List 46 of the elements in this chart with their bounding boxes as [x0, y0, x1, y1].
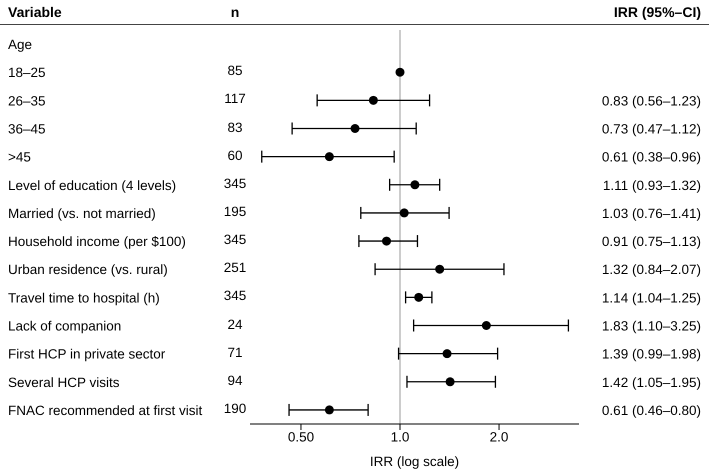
y-tick-label: >45 — [8, 150, 31, 165]
text: 94 — [226, 372, 244, 388]
data-label: 1.11 (0.93–1.32) — [602, 178, 701, 193]
data-label: 1.83 (1.10–3.25) — [602, 318, 701, 334]
data-label: 1.14 (1.04–1.25) — [602, 290, 701, 306]
y-tick-label: 18–25 — [8, 65, 46, 80]
x-axis-title: IRR (log scale) — [370, 454, 460, 469]
y-tick-label: Travel time to hospital (h) — [8, 290, 160, 306]
data-label: 0.91 (0.75–1.13) — [602, 234, 701, 250]
text: 195 — [222, 204, 248, 219]
data-label: 1.32 (0.84–2.07) — [602, 262, 701, 278]
text: 83 — [226, 120, 244, 134]
y-tick-label: Lack of companion — [8, 318, 122, 334]
y-tick-label: First HCP in private sector — [8, 346, 166, 362]
text: 60 — [226, 148, 244, 163]
data-label: 1.39 (0.99–1.98) — [602, 346, 701, 362]
data-label: 0.73 (0.47–1.12) — [602, 122, 701, 136]
text: 345 — [222, 288, 248, 304]
y-tick-label: Household income (per $100) — [8, 234, 186, 250]
y-tick-label: Married (vs. not married) — [8, 206, 156, 221]
y-tick-label: Several HCP visits — [8, 374, 120, 390]
text: 345 — [222, 232, 248, 248]
text: 85 — [226, 63, 244, 78]
text: 190 — [222, 400, 248, 416]
data-label: 1.42 (1.05–1.95) — [602, 374, 701, 390]
y-tick-label: Urban residence (vs. rural) — [8, 262, 168, 278]
y-tick-label: 26–35 — [8, 93, 46, 108]
text: 24 — [226, 316, 244, 332]
data-label: 0.61 (0.38–0.96) — [602, 150, 701, 165]
y-axis-title: Variable — [8, 4, 62, 20]
text: 71 — [226, 344, 244, 360]
x-tick-label: 2.0 — [490, 430, 508, 445]
y-tick-label: Level of education (4 levels) — [8, 178, 176, 193]
y-tick-label: Age — [8, 37, 32, 52]
text: n — [230, 4, 240, 20]
data-label: 0.83 (0.56–1.23) — [602, 93, 701, 108]
data-label: 1.03 (0.76–1.41) — [602, 206, 701, 221]
text: IRR (95%–CI) — [614, 4, 701, 20]
y-tick-label: FNAC recommended at first visit — [8, 402, 203, 418]
x-tick-label: 1.0 — [390, 430, 410, 445]
y-tick-label: 36–45 — [8, 122, 46, 136]
text: 251 — [222, 260, 248, 276]
data-label: 0.61 (0.46–0.80) — [602, 402, 701, 418]
x-tick-label: 0.50 — [288, 430, 314, 445]
text: 117 — [223, 91, 247, 106]
text: 345 — [222, 176, 248, 191]
